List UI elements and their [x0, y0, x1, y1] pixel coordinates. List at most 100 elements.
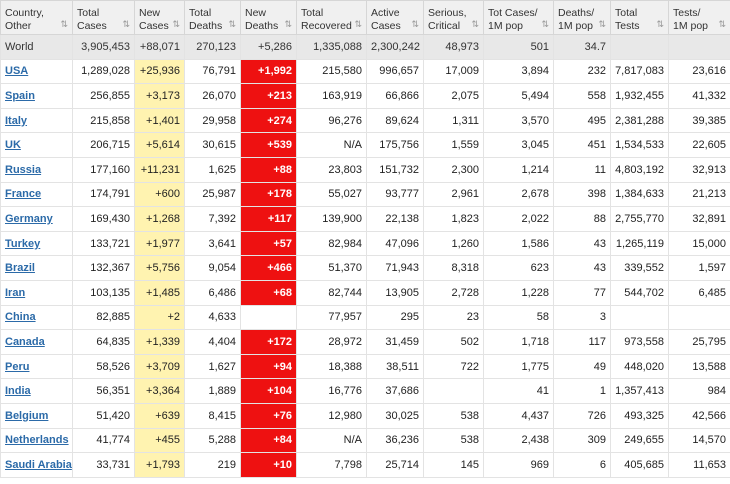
cell-serious-critical: 722 — [423, 353, 484, 380]
column-header-total-deaths[interactable]: Total Deaths ⇅ — [184, 0, 241, 35]
country-link[interactable]: Saudi Arabia — [5, 458, 72, 471]
cell-total-deaths: 4,404 — [184, 329, 241, 355]
column-header-line2: Other — [5, 20, 32, 32]
sort-icon[interactable]: ⇅ — [718, 19, 726, 29]
column-header-line1: Active — [371, 7, 400, 19]
cell-serious-critical: 502 — [423, 329, 484, 355]
cell-new-cases: +5,756 — [134, 255, 185, 281]
cell-serious-critical: 145 — [423, 452, 484, 478]
country-link[interactable]: Spain — [5, 89, 35, 102]
cell-tests-per-1m: 11,653 — [668, 452, 730, 478]
country-link[interactable]: Peru — [5, 360, 30, 373]
cell-new-deaths: +1,992 — [240, 58, 297, 85]
cell-deaths-per-1m: 49 — [553, 353, 611, 380]
sort-icon[interactable]: ⇅ — [471, 19, 479, 29]
sort-icon[interactable]: ⇅ — [354, 19, 362, 29]
column-header-line1: New — [139, 7, 161, 19]
cell-deaths-per-1m: 398 — [553, 181, 611, 208]
cell-active-cases: 71,943 — [366, 255, 424, 281]
cell-country: China — [0, 304, 73, 331]
cell-country: India — [0, 378, 73, 404]
cell-serious-critical: 48,973 — [423, 34, 484, 60]
sort-icon[interactable]: ⇅ — [541, 19, 549, 29]
cell-active-cases: 93,777 — [366, 181, 424, 208]
column-header-total-tests[interactable]: Total Tests ⇅ — [610, 0, 669, 35]
sort-icon[interactable]: ⇅ — [122, 19, 130, 29]
column-header-tests-per-1m[interactable]: Tests/1M pop ⇅ — [668, 0, 730, 35]
cell-new-cases: +1,977 — [134, 230, 185, 257]
country-link[interactable]: Italy — [5, 114, 28, 127]
cell-total-cases: 51,420 — [72, 402, 135, 429]
column-header-deaths-per-1m[interactable]: Deaths/1M pop ⇅ — [553, 0, 611, 35]
cell-total-tests: 448,020 — [610, 353, 669, 380]
cell-deaths-per-1m: 309 — [553, 427, 611, 454]
cell-tests-per-1m — [668, 34, 730, 60]
cell-total-cases: 215,858 — [72, 107, 135, 134]
cell-new-deaths: +178 — [240, 181, 297, 208]
sort-icon[interactable]: ⇅ — [228, 19, 236, 29]
column-header-serious-critical[interactable]: Serious, Critical ⇅ — [423, 0, 484, 35]
country-link[interactable]: Germany — [5, 212, 53, 225]
country-link[interactable]: Netherlands — [5, 434, 69, 447]
cell-total-recovered: 18,388 — [296, 353, 367, 380]
table-row: USA 1,289,028 +25,936 76,791 +1,992 215,580 99… — [0, 58, 730, 85]
cell-total-tests: 1,265,119 — [610, 230, 669, 257]
cell-total-cases: 133,721 — [72, 230, 135, 257]
cell-deaths-per-1m: 88 — [553, 206, 611, 232]
table-row: Peru 58,526 +3,709 1,627 +94 18,388 38,511 722 1… — [0, 353, 730, 380]
column-header-tot-cases-per-1m[interactable]: Tot Cases/1M pop ⇅ — [483, 0, 554, 35]
cell-active-cases: 151,732 — [366, 156, 424, 183]
sort-icon[interactable]: ⇅ — [598, 19, 606, 29]
column-header-total-recovered[interactable]: Total Recovered ⇅ — [296, 0, 367, 35]
cell-total-deaths: 9,054 — [184, 255, 241, 281]
country-link[interactable]: China — [5, 311, 36, 324]
country-link[interactable]: Brazil — [5, 262, 35, 275]
cell-tests-per-1m: 32,891 — [668, 206, 730, 232]
cell-total-tests: 7,817,083 — [610, 58, 669, 85]
cell-total-deaths: 26,070 — [184, 83, 241, 109]
country-link[interactable]: UK — [5, 139, 21, 152]
cell-serious-critical: 2,075 — [423, 83, 484, 109]
sort-icon[interactable]: ⇅ — [411, 19, 419, 29]
cell-country: Turkey — [0, 230, 73, 257]
cell-tests-per-1m: 39,385 — [668, 107, 730, 134]
column-header-active-cases[interactable]: Active Cases ⇅ — [366, 0, 424, 35]
country-link[interactable]: Canada — [5, 335, 45, 348]
sort-icon[interactable]: ⇅ — [60, 19, 68, 29]
column-header-line2: Deaths — [245, 20, 279, 32]
column-header-new-deaths[interactable]: New Deaths ⇅ — [240, 0, 297, 35]
cell-total-deaths: 5,288 — [184, 427, 241, 454]
column-header-total-cases[interactable]: Total Cases ⇅ — [72, 0, 135, 35]
cell-deaths-per-1m: 34.7 — [553, 34, 611, 60]
cell-new-cases: +1,485 — [134, 279, 185, 306]
cell-total-recovered: 28,972 — [296, 329, 367, 355]
cell-total-deaths: 270,123 — [184, 34, 241, 60]
column-header-line1: Deaths/ — [558, 7, 595, 19]
country-link[interactable]: Russia — [5, 163, 42, 176]
country-link[interactable]: Belgium — [5, 409, 49, 422]
cell-serious-critical: 2,728 — [423, 279, 484, 306]
country-link[interactable]: India — [5, 385, 31, 398]
sort-icon[interactable]: ⇅ — [284, 19, 292, 29]
cell-active-cases: 175,756 — [366, 132, 424, 158]
column-header-new-cases[interactable]: New Cases ⇅ — [134, 0, 185, 35]
table-row: France 174,791 +600 25,987 +178 55,027 93,777 2… — [0, 181, 730, 208]
cell-tot-cases-per-1m: 623 — [483, 255, 554, 281]
cell-deaths-per-1m: 11 — [553, 156, 611, 183]
world-row: World 3,905,453 +88,071 270,123 +5,286 1,335,… — [0, 34, 730, 60]
cell-total-recovered: 23,803 — [296, 156, 367, 183]
country-link[interactable]: Iran — [5, 286, 26, 299]
sort-icon[interactable]: ⇅ — [172, 19, 180, 29]
cell-total-cases: 58,526 — [72, 353, 135, 380]
country-link[interactable]: Turkey — [5, 237, 41, 250]
cell-serious-critical: 2,300 — [423, 156, 484, 183]
sort-icon[interactable]: ⇅ — [656, 19, 664, 29]
country-link[interactable]: France — [5, 188, 42, 201]
cell-tot-cases-per-1m: 2,438 — [483, 427, 554, 454]
cell-total-deaths: 1,625 — [184, 156, 241, 183]
cell-new-deaths: +10 — [240, 452, 297, 478]
cell-tot-cases-per-1m: 1,228 — [483, 279, 554, 306]
country-link[interactable]: USA — [5, 65, 29, 78]
cell-new-cases: +11,231 — [134, 156, 185, 183]
column-header-country[interactable]: Country, Other ⇅ — [0, 0, 73, 35]
